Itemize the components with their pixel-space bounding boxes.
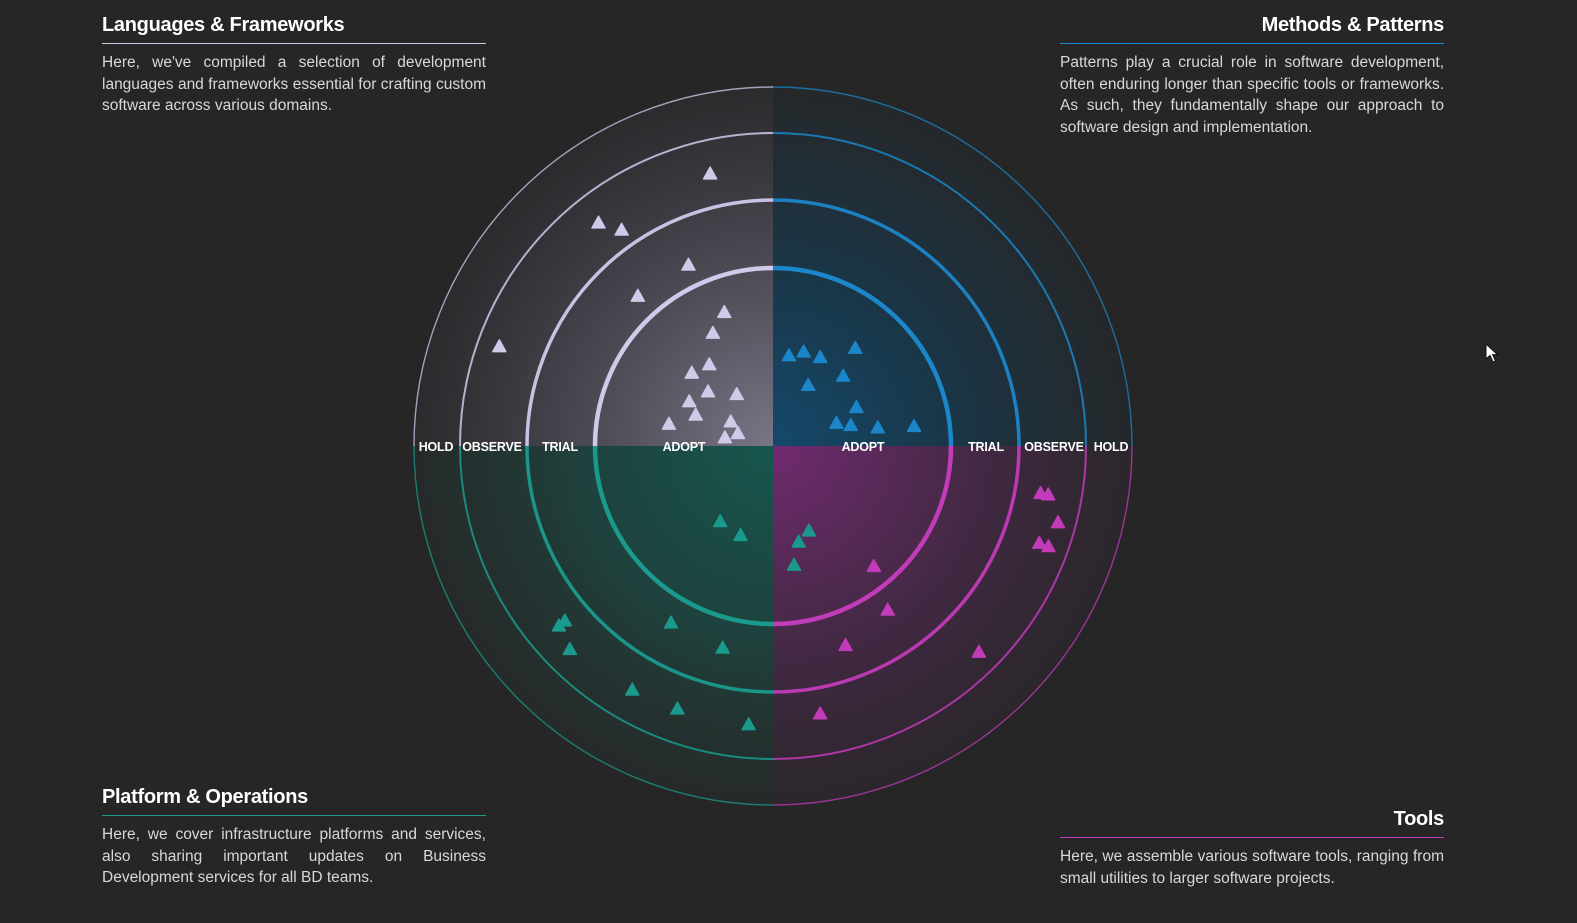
radar-rings <box>413 86 1133 806</box>
blip-tools-7[interactable] <box>1033 485 1048 500</box>
blip-tools-8[interactable] <box>1041 539 1056 553</box>
ring-arc-platform-3 <box>413 445 774 806</box>
ring-arc-tools-3 <box>772 445 1133 806</box>
ring-arc-tools-2 <box>772 445 1087 760</box>
blip-tools-2[interactable] <box>838 637 853 652</box>
ring-label-observe-left: OBSERVE <box>462 440 522 454</box>
blip-tools-3[interactable] <box>971 644 987 658</box>
blip-platform-0[interactable] <box>712 514 728 528</box>
quadrant-description-platform: Here, we cover infrastructure platforms … <box>102 826 486 886</box>
ring-arc-platform-1 <box>525 445 774 694</box>
blip-methods-7[interactable] <box>781 348 797 362</box>
blip-languages-13[interactable] <box>681 257 696 271</box>
blip-methods-0[interactable] <box>843 417 858 432</box>
ring-arc-methods-0 <box>772 265 954 447</box>
blip-languages-16[interactable] <box>492 339 507 353</box>
blip-platform-2[interactable] <box>801 523 817 537</box>
quadrant-platform: Platform & Operations Here, we cover inf… <box>102 786 486 889</box>
sector-tools <box>773 446 1132 805</box>
blip-methods-3[interactable] <box>848 340 863 354</box>
blip-tools-9[interactable] <box>812 706 828 720</box>
blip-platform-8[interactable] <box>557 613 573 627</box>
blip-languages-3[interactable] <box>729 386 744 401</box>
quadrant-title-platform[interactable]: Platform & Operations <box>102 786 486 816</box>
ring-label-trial-left: TRIAL <box>542 440 578 454</box>
blip-languages-6[interactable] <box>688 407 703 421</box>
sector-platform <box>414 446 773 805</box>
ring-arc-languages-3 <box>413 86 774 447</box>
blip-languages-10[interactable] <box>684 365 700 379</box>
quadrant-methods: Methods & Patterns Patterns play a cruci… <box>1060 14 1444 138</box>
ring-arc-platform-0 <box>592 445 774 627</box>
quadrant-description-tools: Here, we assemble various software tools… <box>1060 848 1444 887</box>
blip-tools-4[interactable] <box>1032 535 1047 549</box>
blip-platform-5[interactable] <box>670 701 685 715</box>
ring-label-hold-left: HOLD <box>419 440 454 454</box>
blip-methods-2[interactable] <box>835 368 851 382</box>
blip-methods-6[interactable] <box>800 377 816 391</box>
blip-platform-9[interactable] <box>625 682 640 696</box>
blip-platform-3[interactable] <box>733 527 748 542</box>
ring-arc-languages-0 <box>592 265 774 447</box>
quadrant-description-methods: Patterns play a crucial role in software… <box>1060 54 1444 136</box>
ring-label-adopt-left: ADOPT <box>663 440 706 454</box>
ring-arc-platform-2 <box>459 445 774 760</box>
blip-methods-5[interactable] <box>796 344 811 358</box>
ring-arc-methods-3 <box>772 86 1133 447</box>
blip-languages-15[interactable] <box>591 215 606 229</box>
blip-tools-1[interactable] <box>880 602 895 616</box>
sector-languages <box>414 87 773 446</box>
quadrant-tools: Tools Here, we assemble various software… <box>1060 808 1444 889</box>
blip-languages-4[interactable] <box>681 394 697 408</box>
ring-label-trial-right: TRIAL <box>968 440 1004 454</box>
ring-label-adopt-right: ADOPT <box>842 440 885 454</box>
quadrant-title-methods[interactable]: Methods & Patterns <box>1060 14 1444 44</box>
ring-label-hold-right: HOLD <box>1094 440 1129 454</box>
radar-sectors <box>414 87 1132 805</box>
blip-languages-7[interactable] <box>700 384 716 398</box>
blip-platform-4[interactable] <box>786 557 802 571</box>
quadrant-title-languages[interactable]: Languages & Frameworks <box>102 14 486 44</box>
blip-platform-1[interactable] <box>791 534 806 548</box>
blip-languages-12[interactable] <box>630 288 646 302</box>
ring-arc-languages-2 <box>459 132 774 447</box>
blip-platform-12[interactable] <box>741 717 756 731</box>
quadrant-languages: Languages & Frameworks Here, we've compi… <box>102 14 486 117</box>
ring-label-observe-right: OBSERVE <box>1024 440 1084 454</box>
ring-arc-languages-1 <box>525 198 774 447</box>
blip-methods-4[interactable] <box>812 349 828 364</box>
blip-methods-8[interactable] <box>829 415 844 429</box>
ring-arc-tools-1 <box>772 445 1021 694</box>
quadrant-description-languages: Here, we've compiled a selection of deve… <box>102 54 486 114</box>
blip-languages-9[interactable] <box>717 304 732 319</box>
blip-tools-0[interactable] <box>866 558 882 573</box>
blip-languages-11[interactable] <box>702 357 717 371</box>
blip-methods-10[interactable] <box>906 418 922 433</box>
quadrant-title-tools[interactable]: Tools <box>1060 808 1444 838</box>
blip-platform-11[interactable] <box>663 615 679 629</box>
ring-arc-tools-0 <box>772 445 954 627</box>
blip-languages-1[interactable] <box>723 414 738 428</box>
blip-platform-10[interactable] <box>715 640 730 654</box>
blip-languages-0[interactable] <box>730 425 746 440</box>
blip-languages-8[interactable] <box>705 325 721 339</box>
radar-blips <box>492 166 1066 731</box>
radar-ring-labels: HOLD OBSERVE TRIAL ADOPT ADOPT TRIAL OBS… <box>419 440 1129 454</box>
blip-languages-17[interactable] <box>702 166 718 180</box>
pointer-icon <box>1485 343 1499 363</box>
ring-arc-methods-2 <box>772 132 1087 447</box>
blip-languages-5[interactable] <box>661 416 677 430</box>
blip-platform-6[interactable] <box>562 641 578 656</box>
blip-methods-9[interactable] <box>870 420 886 434</box>
blip-languages-14[interactable] <box>614 222 629 236</box>
blip-tools-6[interactable] <box>1050 515 1066 529</box>
blip-languages-2[interactable] <box>717 430 733 444</box>
blip-methods-1[interactable] <box>849 399 864 414</box>
sector-methods <box>773 87 1132 446</box>
ring-arc-methods-1 <box>772 198 1021 447</box>
